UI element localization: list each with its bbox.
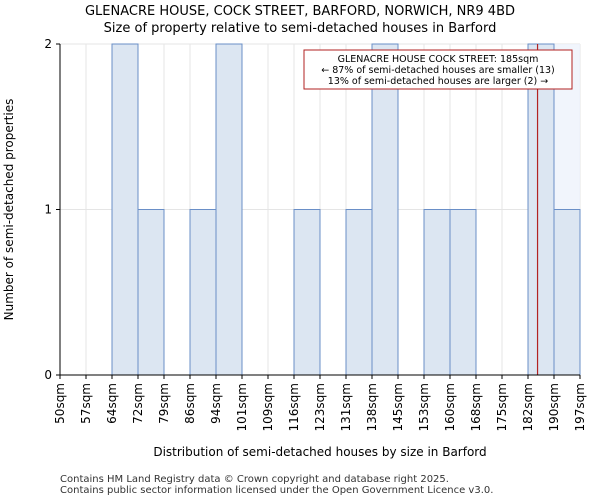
x-tick-label: 190sqm bbox=[547, 383, 561, 431]
bar-64sqm bbox=[111, 43, 139, 376]
x-tick-label: 64sqm bbox=[105, 383, 119, 424]
x-tick-label: 109sqm bbox=[261, 383, 275, 431]
chart-subtitle: Size of property relative to semi-detach… bbox=[103, 21, 497, 36]
y-axis-title: Number of semi-detached properties bbox=[2, 99, 16, 321]
y-tick-label: 0 bbox=[44, 368, 52, 382]
bar-190sqm bbox=[553, 209, 581, 376]
y-tick-label: 2 bbox=[44, 37, 52, 51]
x-tick-label: 94sqm bbox=[209, 383, 223, 424]
y-tick-label: 1 bbox=[44, 203, 52, 217]
bar-153sqm bbox=[423, 209, 451, 376]
bar-72sqm bbox=[137, 209, 165, 376]
x-tick-label: 79sqm bbox=[157, 383, 171, 424]
x-tick-label: 101sqm bbox=[235, 383, 249, 431]
x-tick-label: 50sqm bbox=[53, 383, 67, 424]
bar-182sqm bbox=[527, 43, 555, 376]
bar-131sqm bbox=[345, 209, 373, 376]
x-tick-label: 131sqm bbox=[339, 383, 353, 431]
x-tick-label: 168sqm bbox=[469, 383, 483, 431]
x-tick-label: 182sqm bbox=[521, 383, 535, 431]
footer-copyright: Contains HM Land Registry data © Crown c… bbox=[60, 474, 449, 485]
bar-94sqm bbox=[215, 43, 243, 376]
annotation-line3: 13% of semi-detached houses are larger (… bbox=[328, 76, 548, 87]
x-tick-label: 145sqm bbox=[391, 383, 405, 431]
bar-160sqm bbox=[449, 209, 477, 376]
x-tick-label: 160sqm bbox=[443, 383, 457, 431]
annotation-line2: ← 87% of semi-detached houses are smalle… bbox=[321, 65, 555, 76]
x-tick-label: 116sqm bbox=[287, 383, 301, 431]
bar-138sqm bbox=[371, 43, 399, 376]
x-tick-label: 57sqm bbox=[79, 383, 93, 424]
x-tick-label: 153sqm bbox=[417, 383, 431, 431]
x-axis-title: Distribution of semi-detached houses by … bbox=[153, 445, 486, 459]
x-tick-label: 197sqm bbox=[573, 383, 587, 431]
x-tick-label: 123sqm bbox=[313, 383, 327, 431]
annotation-line1: GLENACRE HOUSE COCK STREET: 185sqm bbox=[338, 54, 539, 65]
footer-licence: Contains public sector information licen… bbox=[60, 485, 494, 496]
annotation-box bbox=[303, 49, 573, 90]
x-tick-label: 175sqm bbox=[495, 383, 509, 431]
bar-86sqm bbox=[189, 209, 217, 376]
x-tick-label: 86sqm bbox=[183, 383, 197, 424]
x-tick-label: 138sqm bbox=[365, 383, 379, 431]
x-tick-label: 72sqm bbox=[131, 383, 145, 424]
bar-116sqm bbox=[293, 209, 321, 376]
chart-title: GLENACRE HOUSE, COCK STREET, BARFORD, NO… bbox=[84, 4, 516, 19]
